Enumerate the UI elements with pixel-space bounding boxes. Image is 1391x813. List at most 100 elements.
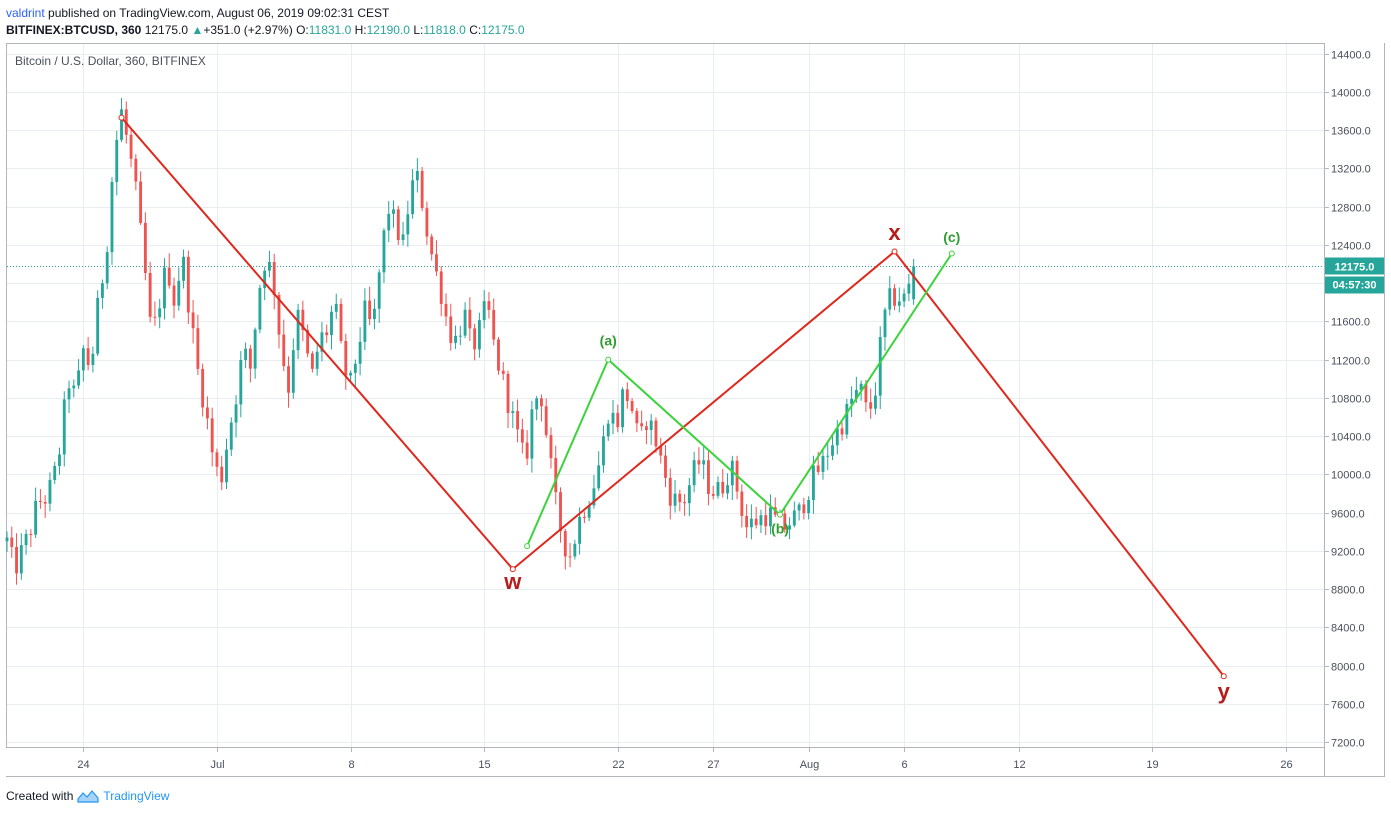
x-tick-label: 8 xyxy=(348,759,354,771)
candle-body xyxy=(282,334,286,367)
last-price-tag: 12175.0 04:57:30 xyxy=(1325,257,1384,294)
red-wave-label: y xyxy=(1218,679,1231,704)
candle-body xyxy=(454,335,457,343)
candle-body xyxy=(72,385,76,389)
candle-body xyxy=(573,543,577,557)
candle-body xyxy=(220,466,224,483)
candle-body xyxy=(5,537,9,542)
candle-body xyxy=(387,213,391,231)
candle-body xyxy=(487,301,491,310)
candle-body xyxy=(272,262,276,296)
candle-body xyxy=(673,493,677,506)
candle-body xyxy=(163,267,166,309)
candle-body xyxy=(96,297,100,354)
candle-body xyxy=(535,398,539,410)
candle-body xyxy=(435,254,438,272)
candle-body xyxy=(91,353,95,365)
candle-body xyxy=(353,363,357,373)
candle-body xyxy=(287,366,290,393)
tradingview-link[interactable]: TradingView xyxy=(103,789,170,803)
candle-body xyxy=(315,351,319,369)
candle-body xyxy=(167,267,171,286)
wave-drawings[interactable]: w x y (a) (b) (c) xyxy=(118,114,1231,704)
candle-body xyxy=(139,181,143,223)
candle-body xyxy=(730,460,734,486)
candle-body xyxy=(344,340,348,376)
x-tick-label: 26 xyxy=(1280,759,1292,771)
candle-body xyxy=(482,301,486,321)
publish-info: valdrint published on TradingView.com, A… xyxy=(6,5,389,21)
red-wave-label: x xyxy=(888,220,901,245)
open-label: O: xyxy=(296,23,309,37)
candle-body xyxy=(268,262,271,271)
author-link[interactable]: valdrint xyxy=(6,6,45,20)
candle-body xyxy=(425,208,429,237)
plot-frame xyxy=(6,43,1325,748)
candle-body xyxy=(143,222,147,273)
x-tick-label: 19 xyxy=(1146,759,1158,771)
candle-body xyxy=(602,436,605,466)
candle-body xyxy=(401,234,405,240)
candle-body xyxy=(563,531,567,557)
candle-body xyxy=(664,455,667,478)
symbol-label[interactable]: BITFINEX:BTCUSD, 360 xyxy=(6,23,142,37)
x-tick-label: 22 xyxy=(612,759,624,771)
candle-body xyxy=(182,256,185,281)
candle-body xyxy=(172,285,176,306)
price-axis[interactable]: 7200.0 7600.0 8000.0 8400.0 8800.0 9200.0 9600… xyxy=(1324,50,1371,750)
candle-body xyxy=(578,516,582,544)
candle-body xyxy=(759,515,763,526)
candle-body xyxy=(330,311,333,336)
x-tick-label: Aug xyxy=(800,759,820,771)
candle-body xyxy=(53,465,57,480)
candle-body xyxy=(43,502,47,504)
candle-body xyxy=(158,308,162,318)
candle-body xyxy=(516,411,520,430)
candle-body xyxy=(210,418,214,453)
candle-body xyxy=(749,518,753,528)
candle-body xyxy=(506,373,510,413)
candle-body xyxy=(568,556,572,558)
candle-body xyxy=(120,109,123,140)
candle-body xyxy=(205,407,209,419)
red-wave-point xyxy=(1220,673,1227,680)
green-wave-line xyxy=(526,252,953,547)
candle-body xyxy=(229,422,233,450)
y-tick-label: 14000.0 xyxy=(1331,88,1371,100)
candle-body xyxy=(196,328,200,369)
y-tick-label: 11200.0 xyxy=(1331,356,1370,368)
candle-body xyxy=(726,485,729,494)
candle-body xyxy=(640,423,644,427)
green-wave-label: (b) xyxy=(771,521,789,537)
candle-body xyxy=(702,460,706,465)
candle-body xyxy=(859,383,863,390)
x-tick-label: 15 xyxy=(478,759,490,771)
candle-body xyxy=(439,271,443,304)
candle-body xyxy=(310,353,314,369)
candle-body xyxy=(797,504,801,511)
candle-body xyxy=(19,545,23,574)
candle-body xyxy=(411,180,415,215)
candle-body xyxy=(225,449,228,483)
candle-body xyxy=(77,370,81,386)
y-tick-label: 12800.0 xyxy=(1331,203,1371,215)
time-axis[interactable]: 24 Jul 8 15 22 27 Aug 6 12 19 26 xyxy=(77,747,1293,771)
high-value: 12190.0 xyxy=(366,23,410,37)
candle-body xyxy=(845,403,849,435)
red-wave-line xyxy=(120,116,1225,677)
candle-body xyxy=(540,398,543,407)
green-wave-label: (a) xyxy=(600,332,617,348)
x-tick-label: 27 xyxy=(707,759,719,771)
candle-body xyxy=(549,435,553,459)
candle-body xyxy=(492,309,496,340)
candle-body xyxy=(597,465,601,489)
candle-body xyxy=(630,401,634,412)
ohlc-bar: BITFINEX:BTCUSD, 360 12175.0 ▲+351.0 (+2… xyxy=(6,22,525,38)
candle-body xyxy=(301,309,305,331)
candle-body xyxy=(692,460,696,486)
candle-body xyxy=(382,230,386,273)
candle-body xyxy=(654,420,658,447)
candle-body xyxy=(48,479,52,504)
candle-body xyxy=(807,499,811,514)
